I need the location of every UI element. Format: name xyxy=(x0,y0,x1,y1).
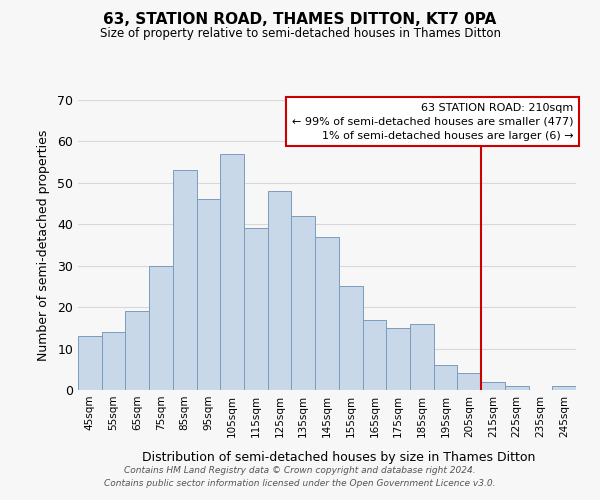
Bar xyxy=(481,382,505,390)
Bar xyxy=(386,328,410,390)
Bar xyxy=(505,386,529,390)
Bar xyxy=(362,320,386,390)
Bar xyxy=(552,386,576,390)
Bar xyxy=(78,336,102,390)
Text: 63 STATION ROAD: 210sqm
← 99% of semi-detached houses are smaller (477)
1% of se: 63 STATION ROAD: 210sqm ← 99% of semi-de… xyxy=(292,103,574,141)
Bar xyxy=(434,365,457,390)
Text: Size of property relative to semi-detached houses in Thames Ditton: Size of property relative to semi-detach… xyxy=(100,28,500,40)
Bar xyxy=(315,236,339,390)
Bar xyxy=(410,324,434,390)
Bar xyxy=(292,216,315,390)
Bar xyxy=(339,286,362,390)
Bar xyxy=(197,200,220,390)
Text: 63, STATION ROAD, THAMES DITTON, KT7 0PA: 63, STATION ROAD, THAMES DITTON, KT7 0PA xyxy=(103,12,497,28)
Bar xyxy=(244,228,268,390)
Bar xyxy=(149,266,173,390)
Y-axis label: Number of semi-detached properties: Number of semi-detached properties xyxy=(37,130,50,360)
Bar xyxy=(220,154,244,390)
Bar xyxy=(268,191,292,390)
Bar xyxy=(457,374,481,390)
Text: Distribution of semi-detached houses by size in Thames Ditton: Distribution of semi-detached houses by … xyxy=(142,451,536,464)
Bar xyxy=(173,170,197,390)
Text: Contains HM Land Registry data © Crown copyright and database right 2024.
Contai: Contains HM Land Registry data © Crown c… xyxy=(104,466,496,487)
Bar xyxy=(102,332,125,390)
Bar xyxy=(125,312,149,390)
